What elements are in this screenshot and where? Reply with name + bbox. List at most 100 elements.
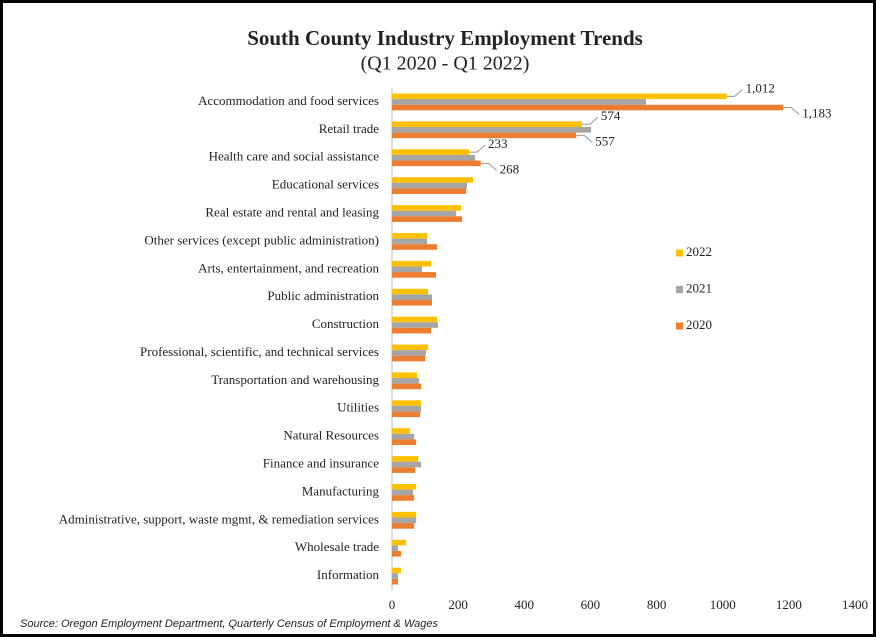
bar	[392, 216, 463, 222]
legend-label: 2021	[686, 280, 712, 295]
bar	[392, 483, 417, 490]
bar	[392, 182, 468, 189]
bar	[392, 400, 422, 406]
bar	[392, 428, 410, 434]
data-label: 557	[595, 133, 615, 148]
y-tick-label: Health care and social assistance	[209, 149, 380, 164]
leader-line	[726, 88, 744, 97]
leader-line	[783, 107, 800, 115]
legend-swatch	[676, 249, 683, 257]
bar	[392, 299, 433, 306]
y-tick-label: Construction	[312, 316, 380, 331]
bar	[392, 288, 429, 295]
x-tick-label: 800	[647, 597, 667, 612]
y-tick-label: Accommodation and food services	[198, 93, 379, 108]
bar	[392, 205, 462, 211]
bar	[392, 149, 470, 155]
bar	[392, 567, 401, 574]
bar	[392, 272, 436, 278]
bar	[392, 188, 467, 195]
bar	[392, 355, 426, 362]
bar	[392, 467, 416, 473]
y-tick-label: Real estate and rental and leasing	[205, 204, 379, 219]
leader-line	[576, 134, 593, 143]
chart-subtitle: (Q1 2020 - Q1 2022)	[361, 53, 530, 75]
y-tick-label: Educational services	[272, 177, 379, 192]
bar	[392, 495, 415, 501]
bar	[392, 578, 398, 585]
x-tick-label: 1400	[842, 597, 868, 612]
bar	[392, 294, 433, 300]
leader-line	[469, 144, 486, 153]
x-tick-label: 1000	[710, 597, 736, 612]
bar	[392, 411, 421, 418]
bar	[392, 104, 784, 111]
bar	[392, 550, 401, 557]
y-tick-label: Natural Resources	[283, 428, 379, 443]
y-tick-label: Professional, scientific, and technical …	[140, 344, 379, 359]
bar	[392, 545, 398, 551]
bar	[392, 160, 481, 167]
bar	[392, 456, 419, 462]
bar	[392, 573, 398, 579]
bar	[392, 260, 432, 267]
bar	[392, 350, 427, 356]
bar	[392, 405, 422, 412]
y-tick-label: Transportation and warehousing	[211, 372, 379, 387]
source-note: Source: Oregon Employment Department, Qu…	[20, 618, 438, 630]
y-tick-label: Wholesale trade	[295, 539, 379, 554]
bar	[392, 539, 406, 546]
y-tick-label: Other services (except public administra…	[144, 232, 379, 247]
bar	[392, 461, 422, 468]
data-label: 574	[601, 108, 621, 123]
data-label: 233	[488, 136, 508, 151]
y-tick-label: Retail trade	[319, 121, 380, 136]
legend-swatch	[676, 286, 683, 293]
data-label: 1,183	[802, 106, 831, 121]
bar	[392, 316, 437, 323]
bar	[392, 121, 582, 128]
data-label: 268	[500, 161, 520, 176]
bar	[392, 238, 428, 245]
bar	[392, 322, 438, 328]
x-tick-label: 1200	[776, 597, 802, 612]
x-tick-label: 400	[515, 597, 535, 612]
y-tick-label: Finance and insurance	[263, 455, 379, 470]
bar	[392, 232, 428, 239]
bar	[392, 210, 457, 217]
bar	[392, 99, 646, 105]
bar	[392, 177, 474, 183]
leader-line	[480, 162, 497, 171]
data-label: 1,012	[746, 80, 775, 95]
y-tick-label: Arts, entertainment, and recreation	[198, 260, 379, 275]
bar	[392, 378, 420, 384]
bar	[392, 154, 476, 161]
leader-line	[581, 116, 599, 125]
y-tick-label: Information	[317, 567, 380, 582]
legend-swatch	[676, 322, 683, 330]
y-tick-label: Public administration	[267, 288, 379, 303]
bar	[392, 383, 422, 390]
legend-label: 2020	[686, 317, 712, 332]
x-tick-label: 600	[581, 597, 601, 612]
chart-title: South County Industry Employment Trends	[247, 26, 643, 50]
bar	[392, 439, 417, 446]
legend-label: 2022	[686, 244, 712, 259]
bar	[392, 244, 437, 250]
x-tick-label: 200	[448, 597, 468, 612]
bar	[392, 517, 417, 524]
bar	[392, 372, 418, 379]
bar	[392, 433, 415, 440]
bar	[392, 489, 414, 496]
bar	[392, 266, 423, 273]
bar	[392, 132, 577, 139]
bar	[392, 93, 727, 100]
x-tick-label: 0	[389, 597, 396, 612]
bar	[392, 523, 415, 529]
bar	[392, 327, 432, 334]
y-tick-label: Utilities	[337, 400, 379, 415]
bar	[392, 511, 417, 518]
y-tick-label: Administrative, support, waste mgmt, & r…	[59, 511, 379, 526]
bar	[392, 344, 429, 351]
